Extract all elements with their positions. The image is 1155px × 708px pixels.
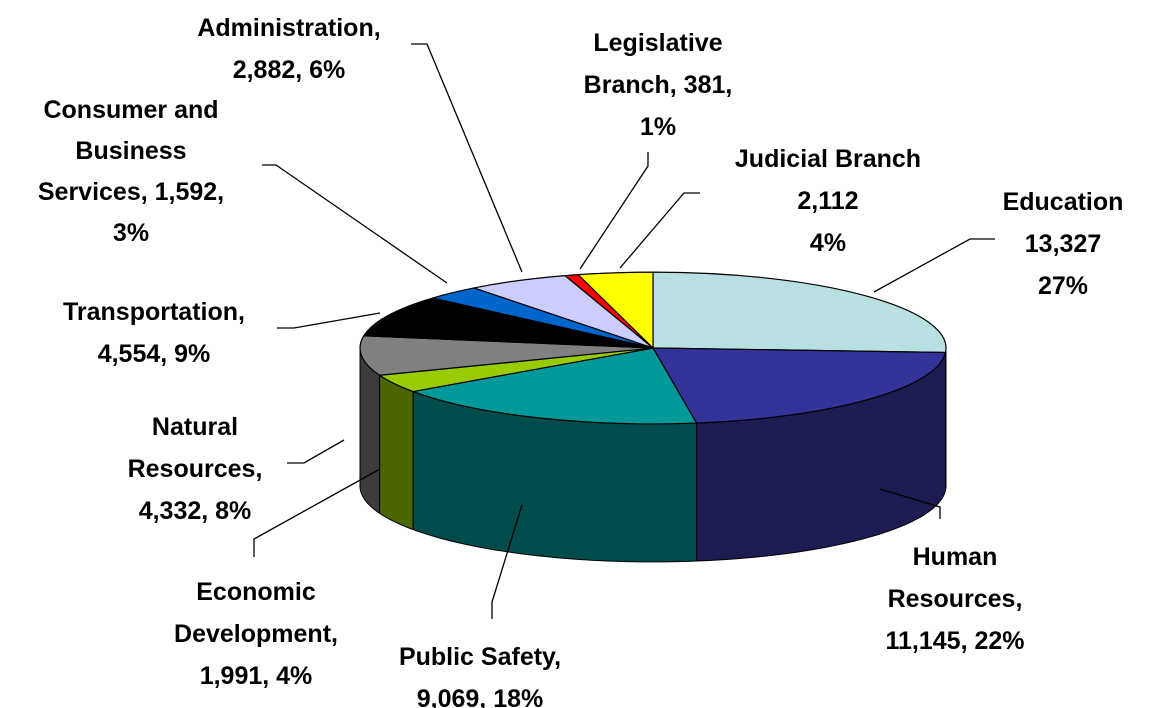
slice-label-line: 2,882, 6%	[233, 56, 346, 84]
slice-label-judicial-branch: Judicial Branch 2,112 4%	[735, 145, 921, 257]
slice-label-line: 13,327	[1025, 230, 1101, 258]
slice-label-line: Education	[1003, 188, 1124, 216]
slice-label-line: Administration,	[197, 14, 380, 42]
slice-label-line: Economic	[196, 578, 316, 606]
slice-side-economic-development	[379, 374, 414, 531]
slice-label-line: Consumer and	[43, 96, 218, 124]
slice-label-line: 4,554, 9%	[98, 340, 211, 368]
slice-public-safety[interactable]	[412, 347, 698, 425]
slice-human-resources[interactable]	[652, 347, 947, 424]
slice-label-line: 1,991, 4%	[200, 662, 313, 690]
slice-label-consumer-and-business-services: Consumer and Business Services, 1,592, 3%	[38, 96, 224, 247]
slice-label-line: 27%	[1038, 272, 1088, 300]
leader-lines	[253, 43, 995, 619]
slice-label-line: Resources,	[888, 585, 1023, 613]
leader-line-education	[873, 238, 995, 293]
slice-label-line: 4%	[810, 229, 846, 257]
slice-label-public-safety: Public Safety, 9,069, 18%	[399, 643, 561, 708]
slice-label-line: Public Safety,	[399, 643, 561, 671]
slice-label-line: Business	[75, 137, 186, 165]
slice-label-line: Judicial Branch	[735, 145, 921, 173]
slice-labels: Education 13,327 27% Human Resources, 11,145,…	[38, 14, 1124, 708]
pie-slices	[359, 271, 947, 425]
slice-label-transportation: Transportation, 4,554, 9%	[63, 298, 245, 368]
slice-label-human-resources: Human Resources, 11,145, 22%	[885, 543, 1024, 655]
leader-line-natural-resources	[287, 439, 345, 464]
slice-label-natural-resources: Natural Resources, 4,332, 8%	[128, 413, 263, 525]
slice-label-line: Legislative	[593, 29, 722, 57]
leader-line-judicial-branch	[619, 192, 700, 269]
slice-label-line: 3%	[113, 219, 149, 247]
slice-natural-resources[interactable]	[359, 335, 654, 376]
slice-judicial-branch[interactable]	[577, 271, 654, 349]
slice-label-line: Branch, 381,	[584, 71, 733, 99]
leader-line-human-resources	[879, 488, 941, 519]
slice-label-line: Human	[913, 543, 998, 571]
slice-label-line: 4,332, 8%	[139, 497, 252, 525]
leader-line-legislative-branch	[579, 152, 649, 270]
slice-label-line: 9,069, 18%	[417, 685, 544, 708]
slice-label-legislative-branch: Legislative Branch, 381, 1%	[584, 29, 733, 141]
leader-line-administration	[411, 43, 523, 273]
leader-line-consumer-and-business-services	[262, 164, 448, 284]
pie-side-walls	[359, 347, 947, 563]
leader-line-economic-development	[253, 468, 381, 557]
slice-label-economic-development: Economic Development, 1,991, 4%	[174, 578, 338, 690]
slice-label-administration: Administration, 2,882, 6%	[197, 14, 380, 84]
slice-label-line: 1%	[640, 113, 676, 141]
slice-label-line: Development,	[174, 620, 338, 648]
slice-label-line: 2,112	[797, 187, 858, 215]
slice-label-line: Services, 1,592,	[38, 178, 224, 206]
leader-line-public-safety	[491, 504, 523, 619]
slice-label-line: Resources,	[128, 455, 263, 483]
slice-label-line: Natural	[152, 413, 238, 441]
leader-line-transportation	[277, 312, 381, 329]
slice-transportation[interactable]	[363, 297, 654, 349]
slice-education[interactable]	[652, 271, 947, 354]
slice-label-education: Education 13,327 27%	[1003, 188, 1124, 300]
slice-label-line: 11,145, 22%	[885, 627, 1024, 655]
slice-label-line: Transportation,	[63, 298, 245, 326]
